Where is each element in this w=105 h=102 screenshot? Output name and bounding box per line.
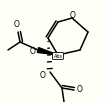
Text: O: O — [39, 70, 45, 79]
Text: O: O — [29, 47, 35, 55]
Polygon shape — [37, 48, 58, 55]
Text: O: O — [70, 11, 76, 19]
Text: O: O — [77, 85, 83, 94]
Text: O: O — [14, 20, 20, 29]
Text: Abs: Abs — [54, 54, 62, 59]
